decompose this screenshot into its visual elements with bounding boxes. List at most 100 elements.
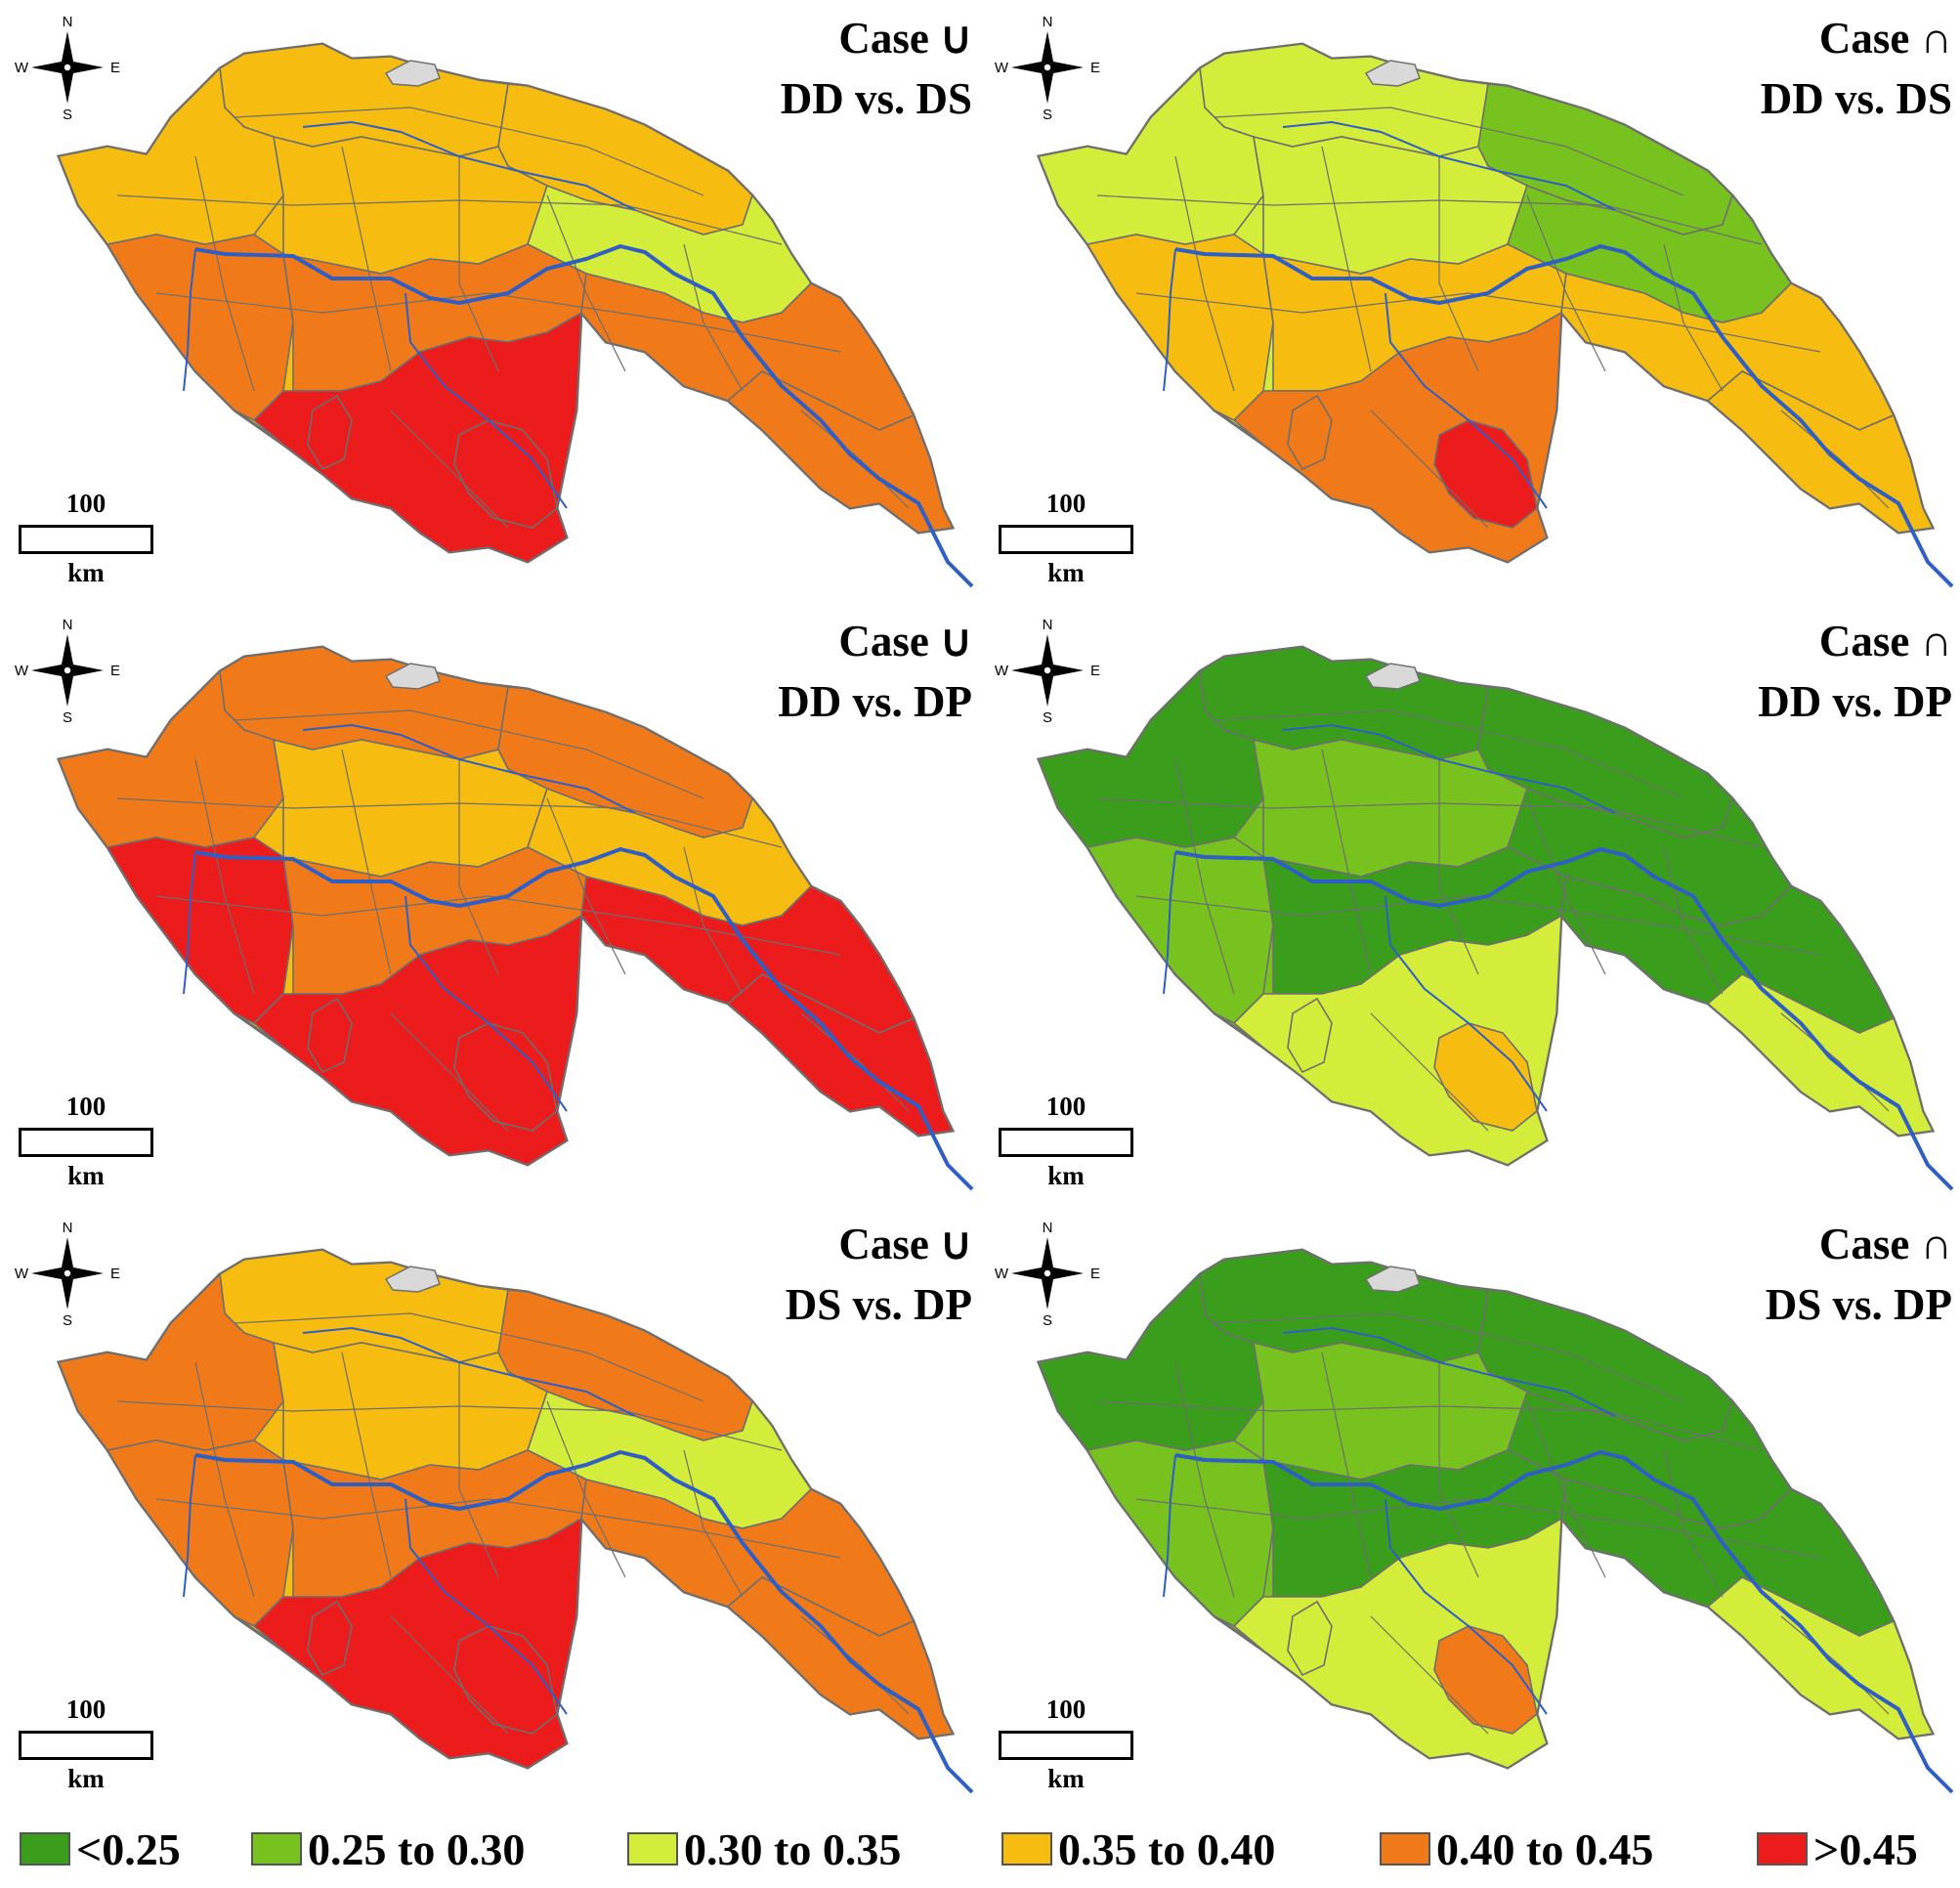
subbasin-boundary	[1780, 409, 1890, 509]
subbasin-boundary	[1135, 1498, 1821, 1559]
subbasin-boundary	[1370, 409, 1489, 529]
scale-bar: 100 km	[18, 1092, 154, 1191]
compass-label-e: E	[110, 1266, 120, 1282]
north-arrow-icon: N S W E	[995, 617, 1100, 724]
map-panel-6: N S W E Case ∩ DS vs. DP 100 km	[980, 1206, 1960, 1809]
lake	[1364, 663, 1421, 690]
tributary	[1163, 1326, 1616, 1715]
main-river	[194, 846, 974, 1191]
compass-label-n: N	[1043, 1220, 1053, 1236]
panel-case-label: Case ∩	[1818, 14, 1952, 63]
subbasin-boundary	[683, 243, 744, 392]
compass-label-w: W	[995, 1266, 1009, 1282]
subbasin-south-w	[106, 234, 294, 421]
map-panel-4: N S W E Case ∩ DD vs. DP 100 km	[980, 603, 1960, 1206]
subbasin-east-tail	[726, 1576, 955, 1739]
scale-unit: km	[67, 558, 105, 587]
legend-label: 0.35 to 0.40	[1058, 1824, 1276, 1874]
tributary	[1163, 723, 1616, 1112]
legend-swatch-c5	[1380, 1832, 1430, 1866]
tributary	[183, 723, 636, 1112]
compass-label-e: E	[1090, 663, 1100, 679]
subbasin-accent	[1287, 997, 1333, 1074]
scale-value: 100	[65, 489, 107, 518]
panel-case-label: Case ∩	[1818, 617, 1952, 665]
compass-label-w: W	[15, 60, 29, 76]
map-panel-2: N S W E Case ∩ DD vs. DS 100 km	[980, 0, 1960, 603]
basin-map	[1036, 645, 1954, 1191]
scale-bar: 100 km	[18, 1695, 154, 1794]
subbasin-boundary	[1438, 759, 1479, 975]
subbasin-boundary	[458, 156, 499, 372]
panel-title: Case ∩ DS vs. DP	[1766, 1214, 1952, 1335]
compass-label-w: W	[995, 663, 1009, 679]
basin-map	[56, 645, 974, 1191]
basin-map	[56, 42, 974, 588]
scale-bar-graphic	[999, 1731, 1133, 1760]
scale-value: 100	[1045, 1695, 1087, 1724]
main-river	[194, 243, 974, 588]
subbasin-east-tail	[1706, 973, 1935, 1137]
subbasin-boundary	[155, 292, 841, 353]
subbasin-hotspot	[1433, 419, 1538, 529]
legend: <0.25 0.25 to 0.30 0.30 to 0.35 0.35 to …	[20, 1820, 1954, 1878]
compass-label-n: N	[1043, 14, 1053, 30]
subbasin-boundary	[390, 1012, 509, 1132]
subbasin-east-tail	[726, 370, 955, 534]
scale-value: 100	[65, 1092, 107, 1121]
tributary	[183, 120, 636, 509]
legend-label: <0.25	[76, 1824, 181, 1874]
compass-label-s: S	[1043, 1312, 1052, 1327]
subbasin-boundary	[1135, 895, 1821, 956]
legend-swatch-c3	[627, 1832, 678, 1866]
legend-item-c1: <0.25	[20, 1820, 181, 1878]
subbasin-south-e	[580, 273, 916, 431]
scale-value: 100	[1045, 489, 1087, 518]
subbasin-boundary	[1663, 243, 1724, 392]
subbasin-east-tail	[726, 973, 955, 1137]
panel-comparison-label: DS vs. DP	[785, 1280, 972, 1329]
subbasin-accent	[1287, 1600, 1333, 1677]
subbasin-boundary	[341, 146, 392, 372]
scale-bar-graphic	[19, 1731, 153, 1760]
subbasin-boundary	[390, 409, 509, 529]
lake	[384, 663, 441, 690]
subbasin-boundary	[1174, 155, 1235, 392]
main-river	[1174, 1449, 1954, 1794]
compass-label-s: S	[1043, 709, 1052, 724]
compass-label-e: E	[110, 663, 120, 679]
subbasin-boundary	[800, 409, 910, 509]
map-panel-3: N S W E Case ∪ DD vs. DP 100 km	[0, 603, 980, 1206]
scale-bar: 100 km	[998, 489, 1134, 588]
subbasin-boundary	[546, 1400, 626, 1578]
map-panel-1: N S W E Case ∪ DD vs. DS 100 km	[0, 0, 980, 603]
subbasin-boundary	[683, 846, 744, 995]
subbasin-boundary	[234, 107, 704, 196]
subbasin-boundary	[1526, 194, 1606, 372]
north-arrow-icon: N S W E	[995, 14, 1100, 121]
subbasin-south-w	[1086, 234, 1274, 421]
legend-item-c3: 0.30 to 0.35	[627, 1820, 901, 1878]
subbasin-hotspot	[453, 1022, 558, 1132]
compass-label-s: S	[63, 709, 72, 724]
compass-label-n: N	[1043, 617, 1053, 633]
north-arrow-icon: N S W E	[15, 14, 120, 121]
subbasin-boundary	[1321, 749, 1372, 975]
compass-label-s: S	[63, 1312, 72, 1327]
north-arrow-icon: N S W E	[15, 1220, 120, 1327]
scale-bar: 100 km	[998, 1695, 1134, 1794]
legend-label: 0.40 to 0.45	[1436, 1824, 1654, 1874]
legend-swatch-c2	[251, 1832, 302, 1866]
main-river	[1174, 846, 1954, 1191]
main-river	[194, 1449, 974, 1794]
subbasin-accent	[307, 997, 353, 1074]
legend-label: 0.25 to 0.30	[308, 1824, 526, 1874]
compass-label-e: E	[1090, 60, 1100, 76]
compass-label-e: E	[1090, 1266, 1100, 1282]
subbasin-south-e	[1560, 273, 1896, 431]
scale-unit: km	[67, 1764, 105, 1793]
subbasin-accent	[307, 394, 353, 471]
map-panel-5: N S W E Case ∪ DS vs. DP 100 km	[0, 1206, 980, 1809]
legend-item-c2: 0.25 to 0.30	[251, 1820, 525, 1878]
basin-map	[1036, 42, 1954, 588]
